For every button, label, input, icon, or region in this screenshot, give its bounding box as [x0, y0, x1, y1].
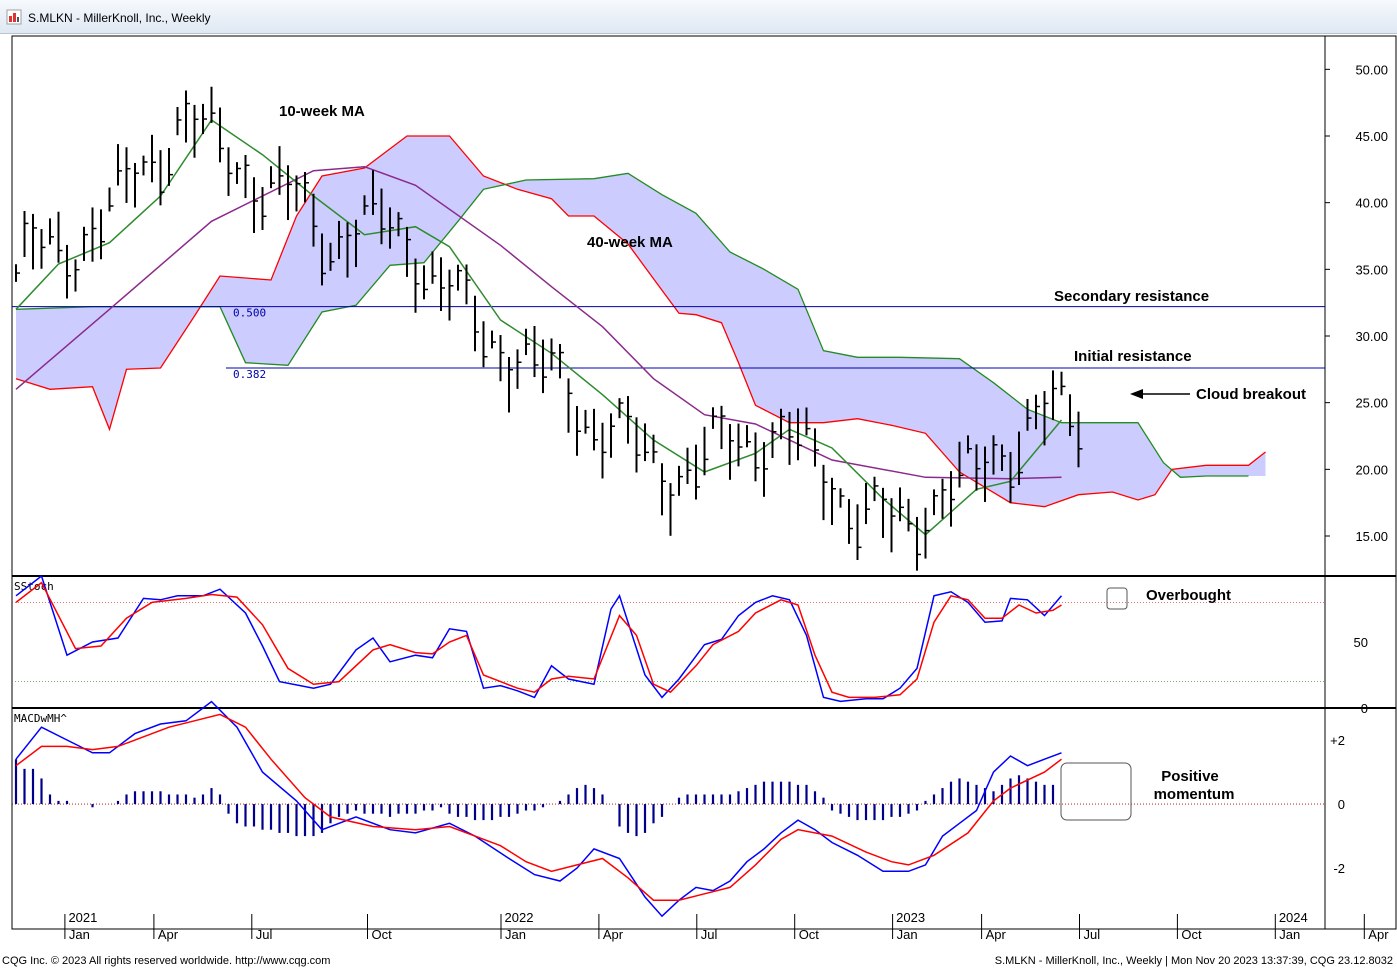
- price-tick-label: 30.00: [1355, 329, 1388, 344]
- app-icon: [6, 9, 22, 25]
- stoch-slow-line: [15, 581, 1062, 699]
- macd-panel: MACDwMH^ +2 0 -2: [12, 700, 1396, 918]
- annotation-initial-resistance: Initial resistance: [1074, 348, 1192, 365]
- month-label: Jul: [1084, 927, 1101, 942]
- month-label: Apr: [158, 927, 179, 942]
- status-footer: CQG Inc. © 2023 All rights reserved worl…: [0, 954, 1397, 970]
- month-label: Jul: [701, 927, 718, 942]
- month-label: Apr: [986, 927, 1007, 942]
- month-label: Jan: [69, 927, 90, 942]
- annotation-momentum: momentum: [1154, 786, 1235, 803]
- price-tick-label: 20.00: [1355, 462, 1388, 477]
- ichimoku-cloud-fill: [16, 136, 1266, 507]
- year-label: 2023: [896, 910, 925, 925]
- chart-background: [0, 34, 1397, 954]
- price-panel: 0.500 0.382 50.00 45.00 40.00 35.00 30.00 25.00…: [0, 34, 1397, 954]
- macd-title: MACDwMH^: [14, 712, 67, 725]
- price-tick-label: 15.00: [1355, 529, 1388, 544]
- price-tick-label: 40.00: [1355, 196, 1388, 211]
- price-tick-label: 50.00: [1355, 62, 1388, 77]
- annotation-cloud-breakout: Cloud breakout: [1196, 386, 1306, 403]
- window-title: S.MLKN - MillerKnoll, Inc., Weekly: [28, 11, 211, 25]
- month-label: Jul: [256, 927, 273, 942]
- year-label: 2024: [1279, 910, 1308, 925]
- annotation-10-week-ma: 10-week MA: [279, 103, 365, 120]
- breakout-arrow: [1130, 389, 1190, 399]
- macd-tick-label: +2: [1330, 733, 1345, 748]
- annotation-secondary-resistance: Secondary resistance: [1054, 288, 1209, 305]
- year-label: 2021: [68, 910, 97, 925]
- macd-macd-line: [15, 700, 1062, 918]
- chart-area[interactable]: 0.500 0.382 50.00 45.00 40.00 35.00 30.00 25.00…: [0, 34, 1397, 954]
- month-label: Oct: [372, 927, 393, 942]
- month-label: Jan: [897, 927, 918, 942]
- month-label: Jan: [1279, 927, 1300, 942]
- stoch-fast-line: [15, 574, 1063, 703]
- price-tick-label: 45.00: [1355, 129, 1388, 144]
- momentum-highlight-box: [1060, 762, 1132, 821]
- chart-frame: [11, 35, 1397, 930]
- year-label: 2022: [505, 910, 534, 925]
- time-axis: Jan Apr Jul Oct Jan Apr Jul Oct Jan Apr Jul Oct Jan A…: [64, 910, 1389, 942]
- month-label: Jan: [505, 927, 526, 942]
- footer-copyright: CQG Inc. © 2023 All rights reserved worl…: [2, 955, 331, 967]
- price-tick-label: 25.00: [1355, 396, 1388, 411]
- fib-level-label: 0.382: [233, 368, 266, 381]
- price-tick-label: 35.00: [1355, 262, 1388, 277]
- annotation-40-week-ma: 40-week MA: [587, 234, 673, 251]
- macd-signal-line: [15, 713, 1062, 901]
- stoch-tick-label: 50: [1354, 635, 1368, 650]
- macd-tick-label: -2: [1333, 861, 1345, 876]
- footer-chart-info: S.MLKN - MillerKnoll, Inc., Weekly | Mon…: [994, 955, 1393, 967]
- macd-tick-label: 0: [1338, 797, 1345, 812]
- month-label: Apr: [1368, 927, 1389, 942]
- cloud-red-line: [15, 135, 1266, 508]
- fib-level-label: 0.500: [233, 307, 266, 320]
- window-titlebar[interactable]: S.MLKN - MillerKnoll, Inc., Weekly: [0, 0, 1397, 34]
- stochastic-panel: SStoch500: [12, 574, 1396, 716]
- overbought-highlight-box: [1106, 587, 1128, 610]
- month-label: Oct: [1181, 927, 1202, 942]
- month-label: Oct: [799, 927, 820, 942]
- cloud-green-line: [15, 172, 1249, 478]
- month-label: Apr: [603, 927, 624, 942]
- annotation-positive: Positive: [1161, 768, 1219, 785]
- annotation-overbought: Overbought: [1146, 587, 1231, 604]
